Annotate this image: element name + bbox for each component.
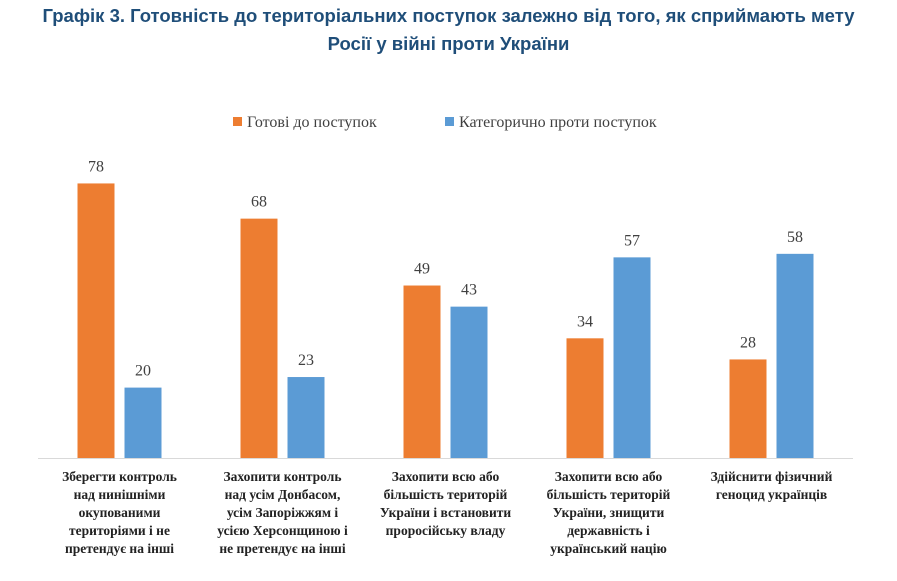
data-label-ready-5: 28: [740, 334, 756, 351]
bar-ready-3: [403, 285, 441, 458]
data-label-ready-3: 49: [414, 261, 430, 278]
category-label-5-line-1: Здійснити фізичний: [710, 469, 833, 484]
data-label-against-5: 58: [787, 229, 803, 246]
category-label-1-line-2: над нинішніми: [73, 487, 166, 502]
bar-ready-2: [240, 218, 278, 458]
legend-swatch-1: [233, 117, 242, 126]
category-label-2-line-2: над усім Донбасом,: [224, 487, 341, 502]
data-label-against-2: 23: [298, 352, 314, 369]
data-label-ready-2: 68: [251, 194, 267, 211]
bar-against-3: [450, 306, 488, 458]
category-label-4-line-5: український націю: [550, 541, 667, 556]
category-label-5: Здійснити фізичний геноцид українців: [692, 468, 852, 504]
category-label-1-line-3: окупованими: [78, 505, 161, 520]
category-label-3: Захопити всю або більшість територій Украї…: [366, 468, 526, 540]
category-label-1-line-1: Зберегти контроль: [62, 469, 177, 484]
bar-ready-1: [77, 183, 115, 458]
category-label-4-line-4: державність і: [567, 523, 650, 538]
category-label-2-line-4: усією Херсонщиною і: [217, 523, 348, 538]
category-label-1-line-5: претендує на інші: [64, 541, 175, 556]
chart-title-line-1: Графік 3. Готовність до територіальних п…: [42, 5, 855, 26]
bar-against-5: [776, 253, 814, 458]
category-label-5-line-2: геноцид українців: [715, 487, 828, 502]
category-label-4-line-2: більшість територій: [546, 487, 671, 502]
data-label-against-1: 20: [135, 363, 151, 380]
category-label-4-line-3: України, знищити: [552, 505, 665, 520]
category-label-3-line-3: України і встановити: [379, 505, 512, 520]
category-label-2: Захопити контроль над усім Донбасом, усім …: [203, 468, 363, 558]
bar-ready-4: [566, 338, 604, 458]
category-label-4: Захопити всю або більшість територій Украї…: [529, 468, 689, 558]
bar-ready-5: [729, 359, 767, 458]
legend-label-2: Категорично проти поступок: [459, 114, 657, 131]
bar-against-4: [613, 257, 651, 458]
chart-title: Графік 3. Готовність до територіальних п…: [0, 2, 897, 58]
data-label-ready-1: 78: [88, 158, 104, 175]
category-label-2-line-5: не претендує на інші: [219, 541, 346, 556]
category-label-3-line-4: проросійську владу: [385, 523, 506, 538]
category-label-2-line-3: усім Запоріжжям і: [226, 505, 339, 520]
bar-against-2: [287, 377, 325, 458]
data-label-against-4: 57: [624, 232, 640, 249]
category-label-3-line-1: Захопити всю або: [391, 469, 500, 484]
chart-title-line-2: Росії у війні проти України: [327, 33, 570, 54]
category-label-4-line-1: Захопити всю або: [554, 469, 663, 484]
category-label-1-line-4: територіями і не: [69, 523, 170, 538]
data-label-against-3: 43: [461, 282, 477, 299]
category-label-2-line-1: Захопити контроль: [223, 469, 342, 484]
legend-swatch-2: [445, 117, 454, 126]
category-label-3-line-2: більшість територій: [383, 487, 508, 502]
bar-against-1: [124, 387, 162, 458]
category-label-1: Зберегти контроль над нинішніми окупованим…: [40, 468, 200, 558]
data-label-ready-4: 34: [577, 313, 593, 330]
legend-label-1: Готові до поступок: [247, 114, 377, 131]
